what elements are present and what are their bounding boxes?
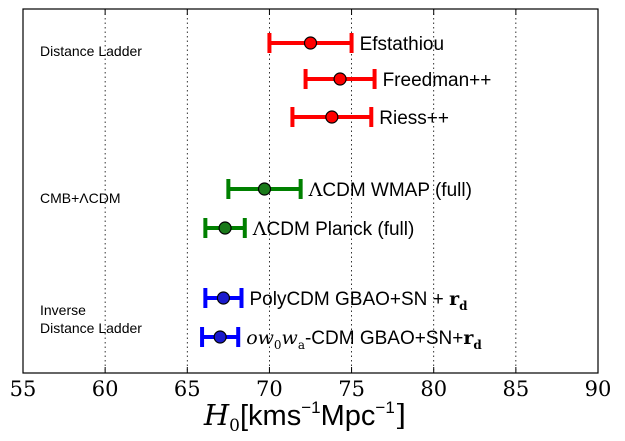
series-label-2: Riess++	[379, 108, 449, 129]
series-label-math-sub-5: d	[459, 299, 468, 313]
series-label-text-0: Efstathiou	[360, 34, 445, 55]
group-label-0-0: Distance Ladder	[40, 43, 142, 59]
group-label-1-0: CMB+ΛCDM	[40, 190, 121, 206]
series-label-4: ΛCDM Planck (full)	[252, 218, 415, 240]
xlabel-sup-a: −1	[301, 398, 320, 417]
svg-text:H0[kms−1Mpc−1]: H0[kms−1Mpc−1]	[203, 398, 406, 436]
series-label-text-4: CDM Planck (full)	[267, 219, 415, 240]
xlabel-math-sub: 0	[229, 416, 240, 436]
group-label-2-1: Distance Ladder	[40, 320, 142, 336]
group-label-2-0: Inverse	[40, 302, 86, 318]
series-label-math-pre2-6: w	[282, 327, 298, 349]
x-tick-label-85: 85	[502, 377, 529, 401]
x-tick-label-60: 60	[92, 377, 119, 401]
series-label-text-5: PolyCDM GBAO+SN +	[250, 289, 450, 310]
group-labels: Distance Ladder CMB+ΛCDM Inverse Distance L…	[40, 43, 142, 336]
point-5	[216, 291, 231, 305]
point-4	[218, 221, 232, 235]
x-tick-label-75: 75	[338, 377, 365, 401]
series-label-lambda-3: Λ	[308, 179, 323, 201]
point-3	[257, 182, 272, 196]
series-label-1: Freedman++	[383, 70, 492, 91]
point-0	[303, 36, 318, 50]
x-axis-label: H0[kms−1Mpc−1]	[203, 398, 406, 436]
xlabel-text-a: [kms	[240, 400, 301, 432]
series-label-math-pre-sub-6: 0	[274, 338, 282, 352]
series-label-math-6: r	[463, 327, 474, 349]
plot-area	[23, 9, 598, 373]
x-tick-label-70: 70	[256, 377, 283, 401]
point-1	[333, 72, 347, 86]
point-6	[213, 330, 227, 344]
series-label-3: ΛCDM WMAP (full)	[308, 179, 472, 201]
series-label-math-5: r	[449, 288, 460, 310]
x-tick-label-80: 80	[420, 377, 447, 401]
series-label-math-pre-6: ow	[246, 327, 274, 349]
series-label-6: ow0wa-CDM GBAO+SN+rd	[246, 327, 482, 352]
x-tick-label-90: 90	[585, 377, 612, 401]
series-label-math-sub-6: d	[473, 338, 482, 352]
xlabel-sup-b: −1	[375, 398, 394, 417]
series-label-text-1: Freedman++	[383, 70, 492, 91]
series-label-text-3: CDM WMAP (full)	[322, 180, 472, 201]
series-label-math-pre2-sub-6: a	[298, 338, 305, 352]
xlabel-text-c: ]	[395, 398, 406, 432]
series-label-text-6: -CDM GBAO+SN+	[305, 328, 463, 349]
xlabel-math: H	[203, 398, 230, 432]
series-label-text-2: Riess++	[379, 108, 449, 129]
xlabel-text-b: Mpc	[321, 400, 376, 432]
x-tick-label-65: 65	[174, 377, 201, 401]
axes: 55 60 65 70 75 80 85 90	[10, 9, 612, 401]
series-label-0: Efstathiou	[360, 34, 445, 55]
series-label-5: PolyCDM GBAO+SN + rd	[250, 288, 469, 313]
plot-frame	[22, 8, 599, 374]
series-label-lambda-4: Λ	[252, 218, 267, 240]
point-2	[325, 110, 339, 124]
x-tick-label-55: 55	[10, 377, 37, 401]
